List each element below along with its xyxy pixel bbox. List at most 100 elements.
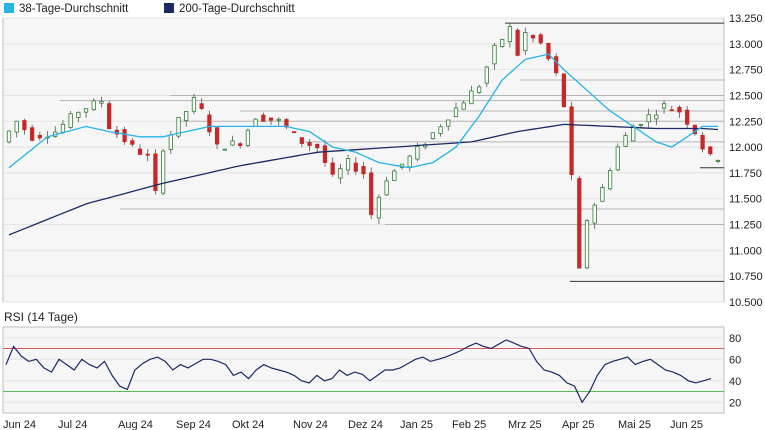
candle-body [22, 120, 27, 131]
candle-body [669, 109, 674, 112]
ma38-line [8, 53, 718, 169]
candle-body [83, 108, 89, 113]
legend: 38-Tage-Durchschnitt 200-Tage-Durchschni… [4, 3, 296, 15]
candle-body [685, 109, 690, 125]
candle-body [515, 29, 520, 56]
x-tick-label: Dez 24 [348, 419, 383, 430]
price-panel [2, 17, 725, 303]
candle-body [677, 106, 682, 113]
price-axis-labels: 13.250 13.000 12.750 12.500 12.250 12.000 11.7… [729, 13, 763, 309]
candle-body [369, 172, 374, 216]
candle-body [307, 142, 312, 146]
x-tick-label: Sep 24 [176, 419, 211, 430]
rsi-tick-label: 20 [729, 397, 741, 409]
candle-body [715, 159, 721, 162]
candle-body [130, 140, 135, 145]
candle-body [507, 26, 513, 43]
legend-swatch-ma200 [164, 3, 174, 13]
candle-body [646, 114, 651, 123]
candle-body [361, 166, 366, 175]
candle-body [68, 113, 73, 128]
candle-body [376, 196, 382, 219]
legend-swatch-ma38 [4, 3, 14, 13]
candle-body [122, 129, 127, 143]
candle-body [384, 180, 389, 196]
candle-body [476, 86, 482, 93]
candle-body [60, 123, 66, 133]
candle-body [207, 114, 212, 133]
candle-body [330, 162, 335, 175]
candle-body [199, 103, 204, 109]
candle-body [91, 100, 96, 111]
rsi-tick-label: 80 [729, 333, 741, 345]
candle-body [6, 130, 12, 143]
candle-body [484, 66, 489, 84]
candle-body [292, 131, 297, 134]
price-tick-label: 10.750 [729, 271, 763, 283]
candle-body [631, 126, 636, 142]
candle-body [446, 119, 451, 127]
candle-body [353, 162, 358, 172]
candle-body [276, 118, 281, 121]
candle-body [168, 134, 173, 150]
candle-body [268, 117, 274, 121]
candle-body [638, 124, 644, 126]
x-tick-label: Apr 25 [562, 419, 594, 430]
candle-body [184, 111, 189, 121]
candle-body [214, 127, 220, 145]
candle-body [145, 153, 150, 156]
candle-body [615, 146, 620, 171]
candle-body [245, 129, 251, 146]
candle-body [461, 102, 466, 110]
candle-body [500, 38, 505, 47]
candle-body [492, 44, 497, 65]
x-tick-label: Mrz 25 [508, 419, 542, 430]
candle-body [191, 97, 197, 112]
candle-body [438, 126, 443, 134]
ma200-line [8, 123, 719, 236]
candle-body [554, 56, 559, 74]
candle-body [315, 143, 320, 149]
legend-label-ma200: 200-Tage-Durchschnitt [179, 3, 296, 15]
candle-body [253, 118, 258, 128]
candle-body [14, 120, 19, 133]
candle-body [700, 134, 705, 150]
candle-body [238, 143, 243, 147]
candle-body [600, 187, 605, 202]
candle-body [107, 103, 112, 130]
candle-body [592, 204, 597, 224]
candle-body [161, 150, 166, 194]
price-tick-label: 12.000 [729, 142, 763, 154]
candle-body [30, 127, 35, 141]
candle-body [469, 90, 474, 105]
candle-body [261, 114, 266, 122]
price-tick-label: 11.250 [729, 220, 762, 232]
candle-body [37, 134, 42, 139]
candle-body [569, 106, 574, 175]
candle-body [176, 117, 181, 137]
price-tick-label: 12.750 [729, 65, 763, 77]
x-tick-label: Feb 25 [452, 419, 486, 430]
x-tick-label: Aug 24 [118, 419, 153, 430]
candle-body [453, 107, 459, 117]
candle-body [561, 73, 566, 108]
candle-body [153, 153, 158, 191]
candle-body [546, 42, 551, 60]
x-tick-label: Jul 24 [58, 419, 87, 430]
price-tick-label: 13.250 [729, 13, 763, 25]
rsi-tick-label: 60 [729, 354, 741, 366]
candle-body [407, 155, 412, 168]
candle-body [538, 34, 543, 44]
candle-body [661, 103, 667, 109]
candlesticks [6, 22, 721, 270]
candle-body [99, 101, 104, 104]
x-axis-labels: Jun 24 Jul 24 Aug 24 Sep 24 Okt 24 Nov 24 Dez … [3, 419, 703, 430]
price-tick-label: 11.500 [729, 194, 762, 206]
candle-body [392, 170, 397, 181]
price-tick-label: 13.000 [729, 39, 763, 51]
candle-body [230, 140, 235, 146]
candle-body [345, 158, 351, 171]
candle-body [708, 146, 713, 155]
rsi-panel [2, 326, 725, 414]
candle-body [692, 124, 697, 135]
